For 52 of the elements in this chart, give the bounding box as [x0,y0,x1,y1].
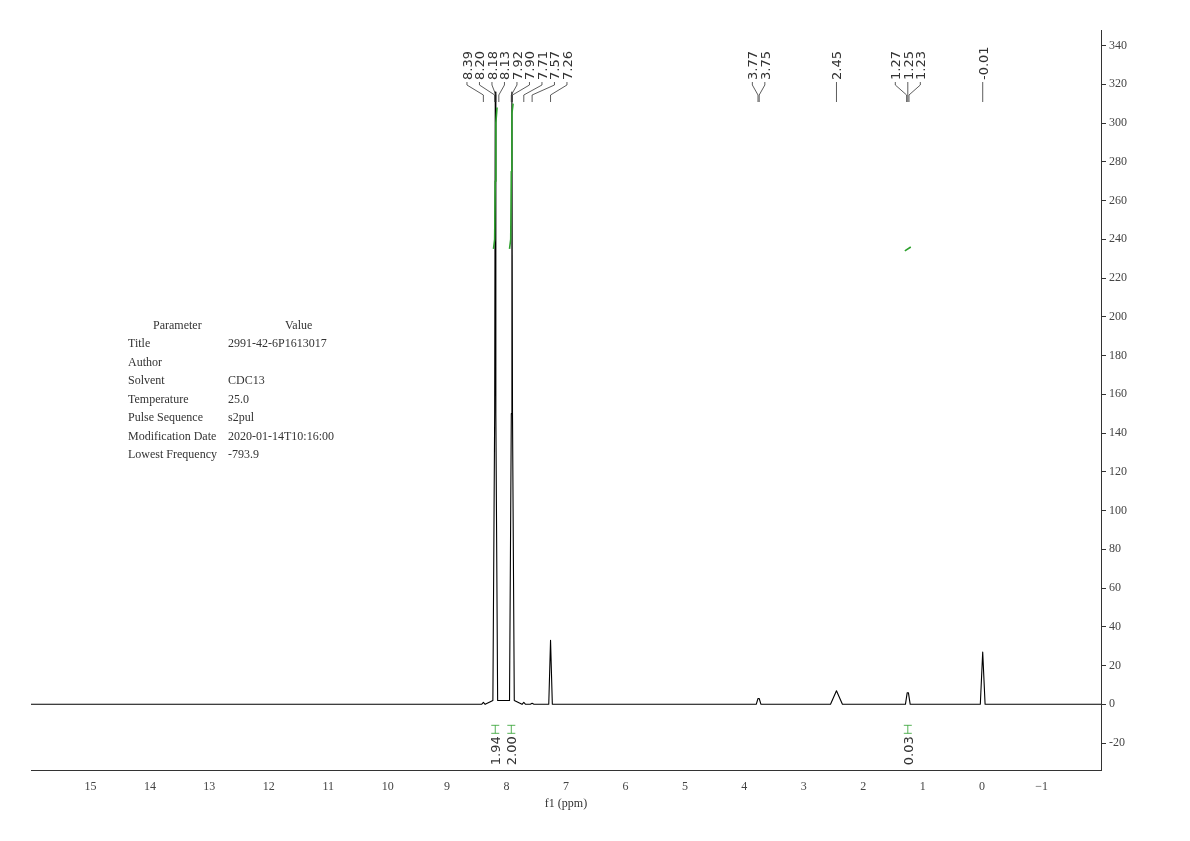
x-tick-label: 2 [860,778,867,793]
x-tick-label: 8 [503,778,510,793]
y-tick-label: 120 [1109,463,1127,478]
annotation: Modification Date 2020-01-14T10:16:00 [128,428,334,444]
y-tick-label: 40 [1109,618,1121,633]
y-tick-label: 320 [1109,76,1127,91]
y-tick-label: 260 [1109,192,1127,207]
y-tick-label: 80 [1109,541,1121,556]
text: Parameter Value [153,317,313,332]
x-tick-label: 9 [444,778,451,793]
x-tick-label: 13 [203,778,216,793]
y-tick-label: 300 [1109,115,1127,130]
annotation: 1.23 [913,51,929,80]
y-tick-label: 200 [1109,308,1127,323]
x-tick-label: 15 [84,778,97,793]
x-tick-label: 7 [563,778,569,793]
x-tick-label: 14 [143,778,156,793]
annotation: 0.03 [900,736,916,766]
x-tick-label: −1 [1035,778,1048,793]
annotation: 1.94 [488,736,504,766]
annotation: Author [128,354,163,370]
y-tick-label: 180 [1109,347,1127,362]
y-tick-label: 0 [1109,696,1115,711]
y-tick-label: 140 [1109,425,1127,440]
x-tick-label: 11 [322,778,334,793]
annotation: 8.39 [459,51,475,80]
x-axis-title: f1 (ppm) [544,795,588,810]
text: Pulse Sequence s2pul [128,410,255,425]
y-tick-label: 60 [1109,580,1121,595]
y-tick-label: -20 [1109,735,1125,750]
x-tick-label: 0 [979,778,986,793]
annotation: Lowest Frequency -793.9 [128,447,259,463]
y-tick-label: 20 [1109,657,1121,672]
x-tick-label: 12 [262,778,275,793]
y-tick-label: 220 [1109,270,1127,285]
annotation: -0.01 [975,46,991,80]
y-tick-label: 100 [1109,502,1127,517]
annotation: 2.00 [504,736,520,766]
x-tick-label: 10 [381,778,394,793]
text: Temperature 25.0 [128,391,249,406]
y-tick-label: 280 [1109,153,1127,168]
x-tick-label: 3 [800,778,807,793]
y-tick-label: 240 [1109,231,1127,246]
x-tick-label: 1 [919,778,926,793]
text: Title 2991-42-6P1613017 [128,336,327,351]
x-tick-label: 6 [622,778,629,793]
text: Solvent CDC13 [128,373,265,388]
x-tick-label: 5 [681,778,688,793]
x-tick-label: 4 [741,778,748,793]
annotation: 2.45 [829,51,845,80]
y-tick-label: 160 [1109,386,1127,401]
y-tick-label: 340 [1109,37,1127,52]
